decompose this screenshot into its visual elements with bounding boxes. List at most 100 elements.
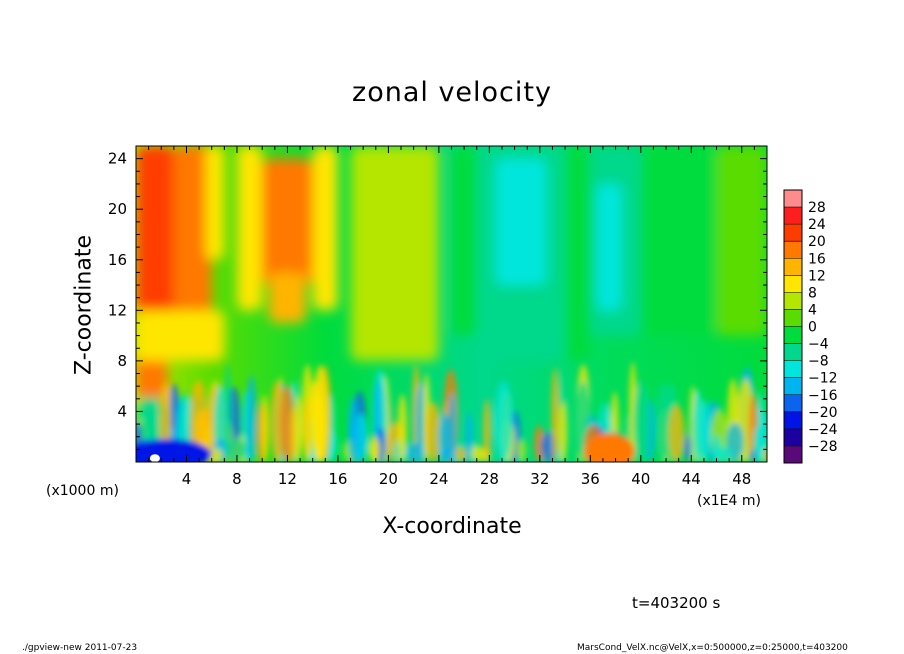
field-plume [293, 394, 303, 462]
field-plume [228, 437, 246, 462]
field-structure [596, 183, 622, 311]
y-tick-label: 4 [117, 402, 127, 420]
colorbar-swatch [784, 190, 802, 208]
x-tick-label: 44 [682, 470, 701, 488]
x-tick-label: 36 [581, 470, 600, 488]
field-plume [715, 446, 733, 462]
field-plume [426, 401, 441, 462]
colorbar-label: −8 [808, 354, 829, 370]
low-velocity-core [136, 439, 212, 462]
x-tick-label: 28 [480, 470, 499, 488]
field-plume [516, 438, 527, 462]
field-structure [495, 158, 547, 286]
field-structure [136, 310, 225, 361]
field-plume [465, 412, 474, 462]
chart-title: zonal velocity [352, 77, 552, 108]
high-velocity-core [584, 432, 635, 462]
colorbar-label: −4 [808, 337, 829, 353]
field-structure [262, 158, 313, 286]
field-plume [260, 394, 269, 462]
field-structure [350, 146, 439, 361]
colorbar-swatch [784, 275, 802, 293]
x-tick-label: 24 [429, 470, 448, 488]
colorbar-swatch [784, 428, 802, 446]
field-plume [301, 364, 314, 462]
colorbar-label: 0 [808, 320, 817, 336]
field-plume [684, 434, 691, 462]
field-plume [753, 425, 761, 462]
x-tick-label: 4 [182, 470, 192, 488]
x-tick-label: 32 [530, 470, 549, 488]
x-tick-label: 20 [379, 470, 398, 488]
time-label: t=403200 s [632, 594, 721, 612]
field-plume [655, 383, 671, 462]
colorbar-swatch [784, 224, 802, 242]
colorbar-swatch [784, 394, 802, 412]
colorbar-swatch [784, 207, 802, 225]
field-plume [551, 368, 559, 462]
colorbar-label: 20 [808, 234, 826, 250]
field-structure [716, 146, 767, 336]
colorbar-swatch [784, 258, 802, 276]
field-plume [246, 375, 257, 462]
colorbar-swatch [784, 445, 802, 463]
field-plume [224, 363, 232, 462]
field-plume [397, 394, 408, 462]
x-tick-label: 8 [232, 470, 242, 488]
colorbar-swatch [784, 241, 802, 259]
x-axis: 4 8 12 16 20 24 28 32 36 40 44 48 [148, 146, 755, 488]
colorbar-label: −16 [808, 388, 838, 404]
field-plume [404, 442, 424, 462]
x-axis-label: X-coordinate [382, 514, 522, 539]
footer-data-source: MarsCond_VelX.nc@VelX,x=0:500000,z=0:250… [577, 643, 848, 653]
y-unit-label: (x1000 m) [46, 483, 119, 499]
field-plume [369, 436, 381, 462]
y-tick-label: 24 [108, 150, 127, 168]
heatmap-plot-area [135, 145, 768, 463]
colorbar-label: 28 [808, 200, 826, 216]
colorbar-swatch [784, 343, 802, 361]
colorbar-label: 4 [808, 302, 817, 318]
x-tick-label: 12 [278, 470, 297, 488]
colorbar-swatch [784, 360, 802, 378]
y-axis-label: Z-coordinate [71, 235, 97, 375]
y-tick-label: 8 [117, 352, 127, 370]
field-plume [312, 394, 326, 462]
y-tick-label: 20 [108, 200, 127, 218]
field-plume [189, 380, 208, 462]
field-structure [640, 146, 717, 336]
field-structure [236, 146, 263, 311]
field-structure [173, 146, 212, 323]
x-tick-label: 40 [631, 470, 650, 488]
field-structure [312, 146, 338, 311]
field-plume [762, 448, 767, 462]
field-structure [268, 272, 307, 323]
x-tick-label: 16 [328, 470, 347, 488]
field-plume [494, 381, 514, 462]
colorbar-swatch [784, 377, 802, 395]
field-plume [558, 401, 568, 462]
colorbar-swatch [784, 411, 802, 429]
colorbar-label: 16 [808, 251, 826, 267]
colorbar-label: −20 [808, 405, 838, 421]
colorbar-label: 12 [808, 268, 826, 284]
colorbar-label: −28 [808, 439, 838, 455]
field-plume [698, 400, 712, 462]
field-minimum-spot [149, 454, 160, 462]
colorbar-label: 8 [808, 285, 817, 301]
field-plume [448, 393, 457, 462]
field-plume [483, 399, 492, 462]
x-unit-label: (x1E4 m) [697, 493, 761, 509]
field-structure [136, 146, 174, 336]
colorbar-swatch [784, 292, 802, 310]
field-plume [470, 444, 484, 462]
y-tick-label: 16 [108, 251, 127, 269]
field-structures [136, 146, 767, 462]
y-tick-label: 12 [108, 301, 127, 319]
y-axis: 4 8 12 16 20 24 [108, 150, 767, 450]
colorbar-swatch [784, 326, 802, 344]
colorbar-label: 24 [808, 217, 826, 233]
colorbar-label: −12 [808, 371, 838, 387]
